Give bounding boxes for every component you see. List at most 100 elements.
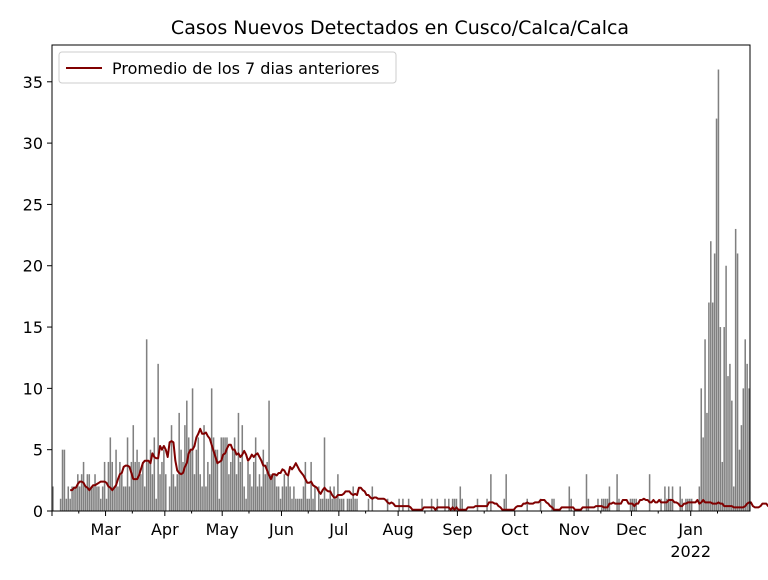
daily-cases-bar <box>318 486 320 511</box>
daily-cases-bar <box>553 498 555 511</box>
daily-cases-bar <box>59 498 62 511</box>
daily-cases-bar <box>679 486 681 511</box>
daily-cases-bar <box>648 474 651 511</box>
daily-cases-bar <box>314 486 316 511</box>
daily-cases-bar <box>61 449 64 511</box>
daily-cases-bar <box>436 498 439 511</box>
daily-cases-bar <box>476 498 479 511</box>
daily-cases-bar <box>601 498 603 511</box>
daily-cases-bar <box>746 363 748 511</box>
daily-cases-bar <box>337 474 339 511</box>
daily-cases-bar <box>448 498 450 511</box>
daily-cases-bar <box>174 486 177 511</box>
y-tick-label: 5 <box>33 441 43 460</box>
daily-cases-bar <box>122 486 125 511</box>
daily-cases-bar <box>727 376 729 511</box>
daily-cases-bar <box>711 302 714 511</box>
daily-cases-bar <box>145 339 148 511</box>
y-tick-label: 15 <box>23 318 43 337</box>
daily-cases-bar <box>289 486 291 511</box>
daily-cases-bar <box>277 486 280 511</box>
daily-cases-bar <box>111 461 113 511</box>
daily-cases-bar <box>228 474 230 511</box>
legend: Promedio de los 7 dias anteriores <box>58 51 397 84</box>
daily-cases-bar <box>75 486 77 511</box>
daily-cases-bar <box>587 498 590 511</box>
daily-cases-bar <box>226 437 228 511</box>
daily-cases-bar <box>339 498 341 511</box>
daily-cases-bar <box>459 486 462 511</box>
daily-cases-bar <box>666 498 668 511</box>
daily-cases-bar <box>201 486 203 511</box>
daily-cases-bar <box>264 474 266 511</box>
daily-cases-bar <box>570 498 572 511</box>
daily-cases-bar <box>101 486 104 511</box>
daily-cases-bar <box>187 437 190 511</box>
daily-cases-bar <box>233 437 236 511</box>
daily-cases-bar <box>281 486 284 511</box>
daily-cases-bar <box>715 118 718 511</box>
daily-cases-bar <box>203 425 205 511</box>
daily-cases-bar <box>551 498 553 511</box>
daily-cases-bar <box>723 327 725 511</box>
daily-cases-bar <box>736 253 739 511</box>
daily-cases-bar <box>197 437 200 511</box>
x-tick-label: Aug <box>383 520 414 539</box>
daily-cases-bar <box>748 388 750 511</box>
daily-cases-bar <box>90 486 92 511</box>
daily-cases-bar <box>312 498 314 511</box>
daily-cases-bar <box>143 486 146 511</box>
daily-cases-bar <box>214 449 217 511</box>
daily-cases-bar <box>260 486 263 511</box>
daily-cases-bar <box>606 498 609 511</box>
daily-cases-bar <box>256 486 259 511</box>
daily-cases-bar <box>189 449 192 511</box>
daily-cases-bar <box>685 498 687 511</box>
daily-cases-bar <box>96 486 98 511</box>
daily-cases-bar <box>130 461 133 511</box>
daily-cases-bar <box>251 486 253 511</box>
daily-cases-bar <box>254 437 257 511</box>
daily-cases-bar <box>266 461 268 511</box>
daily-cases-bar <box>258 474 261 511</box>
daily-cases-bar <box>430 498 433 511</box>
daily-cases-bar <box>249 474 251 511</box>
daily-cases-bar <box>241 425 244 511</box>
daily-cases-bar <box>667 486 670 511</box>
daily-cases-bar <box>212 437 215 511</box>
daily-cases-bar <box>291 498 293 511</box>
legend-box <box>58 51 397 84</box>
daily-cases-bar <box>67 486 70 511</box>
daily-cases-bar <box>103 461 106 511</box>
daily-cases-bar <box>386 498 389 511</box>
daily-cases-bar <box>172 474 175 511</box>
daily-cases-bar <box>302 486 305 511</box>
daily-cases-bar <box>155 498 157 511</box>
daily-cases-bar <box>283 474 286 511</box>
daily-cases-bar <box>268 400 270 511</box>
daily-cases-bar <box>342 498 345 511</box>
daily-cases-bar <box>356 498 358 511</box>
daily-cases-bar <box>629 498 632 511</box>
daily-cases-bar <box>163 449 165 511</box>
daily-cases-bar <box>216 449 219 511</box>
daily-cases-bar <box>719 327 722 511</box>
daily-cases-bar <box>455 498 458 511</box>
y-axis: 0 5 10 15 20 25 30 35 <box>23 73 52 521</box>
x-tick-label: Jun <box>268 520 294 539</box>
daily-cases-bar <box>451 498 454 511</box>
daily-cases-bar <box>247 461 249 511</box>
chart-title: Casos Nuevos Detectados en Cusco/Calca/C… <box>171 17 629 39</box>
daily-cases-bar <box>86 474 89 511</box>
daily-cases-bar <box>209 474 211 511</box>
daily-cases-bar <box>231 449 234 511</box>
daily-cases-bar <box>77 474 79 511</box>
daily-cases-bar <box>180 449 182 511</box>
daily-cases-bar <box>117 486 119 511</box>
daily-cases-bar <box>325 498 328 511</box>
daily-cases-bar <box>352 486 354 511</box>
daily-cases-bar <box>732 486 735 511</box>
daily-cases-bar <box>744 339 746 511</box>
daily-cases-bar <box>461 498 463 511</box>
daily-cases-bar <box>274 474 276 511</box>
